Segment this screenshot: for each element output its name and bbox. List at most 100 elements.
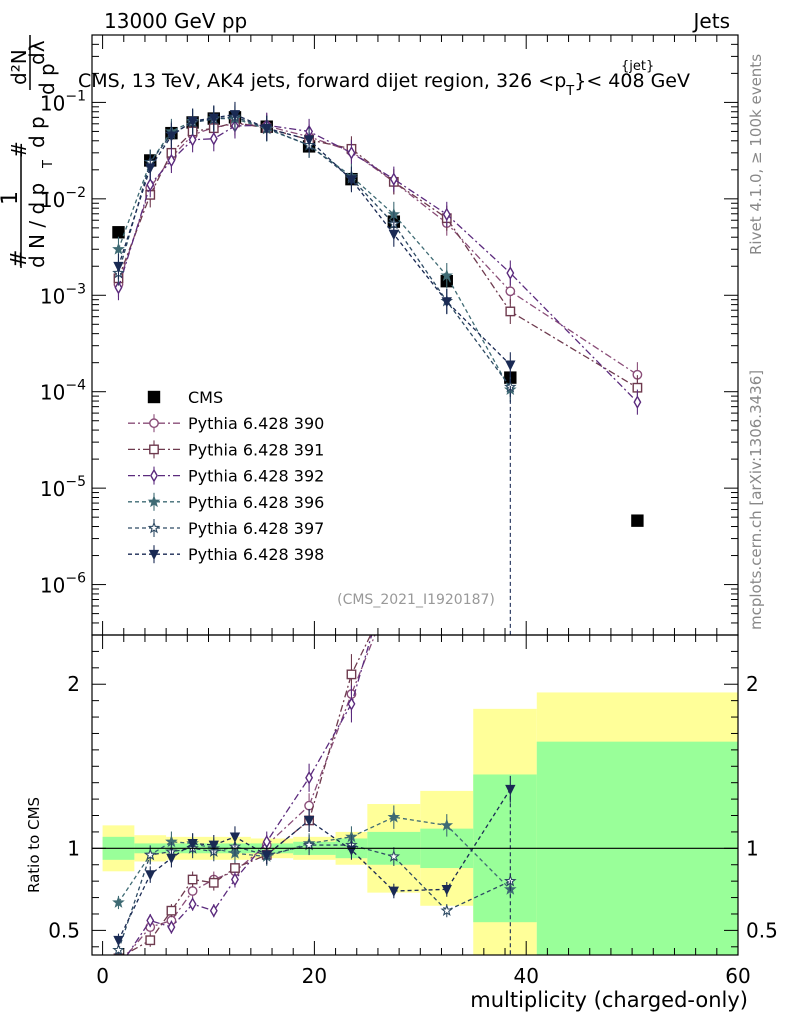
series-6-ratio-point-3-shape (187, 839, 198, 850)
series-4-ratio-point-9 (387, 810, 401, 823)
series-4-ratio-point-0 (112, 895, 125, 908)
series-3-main-line (117, 124, 638, 403)
plot-title-tail: }< 408 GeV (574, 70, 690, 92)
series-6-point-2-shape (166, 131, 177, 142)
series-4-ratio-line (117, 816, 511, 903)
y-tick-exp-1: −5 (65, 474, 86, 490)
series-2-ratio-point-2 (166, 905, 177, 916)
series-6-point-7 (303, 135, 315, 146)
series-4-main-line (117, 117, 511, 390)
y-label-one: 1 (0, 191, 23, 205)
legend-marker-5 (147, 521, 161, 534)
series-4-point-0 (112, 242, 125, 255)
series-5-ratio-point-9 (387, 849, 401, 862)
y-label-hash: # (7, 250, 32, 268)
series-3-ratio-point-4-shape (209, 903, 218, 918)
y-label-dpdl: d p (35, 63, 59, 95)
legend-entry-0: CMS (147, 388, 223, 407)
series-0-point-0 (112, 226, 125, 239)
series-3-point-1 (146, 177, 155, 192)
series-3-ratio-point-4 (209, 903, 218, 918)
series-2-ratio-point-11-shape (506, 204, 514, 212)
y-tick-base-0: 10 (40, 574, 65, 598)
series-6-ratio-point-7 (303, 816, 315, 827)
series-6-point-5-shape (229, 110, 241, 121)
series-2-ratio-point-1 (145, 935, 156, 946)
series-5-ratio-point-10 (440, 904, 454, 917)
series-6-ratio-point-10 (441, 884, 452, 896)
series-3-point-12-shape (633, 395, 642, 409)
series-6-ratio-point-9 (388, 886, 399, 897)
series-6-point-9-shape (388, 229, 399, 241)
series-3-ratio-point-9 (391, 554, 397, 565)
legend-marker-5-shape (147, 521, 161, 534)
y-label-dN: d N / d p (25, 183, 49, 268)
series-3-point-12 (633, 395, 642, 409)
series-2-ratio-point-5 (230, 863, 240, 873)
legend-marker-3-shape (150, 468, 158, 483)
rivet-version-note: Rivet 4.1.0, ≥ 100k events (747, 54, 765, 255)
series-6-point-2 (166, 131, 177, 142)
legend-label-4: Pythia 6.428 396 (188, 493, 324, 512)
series-3-point-2 (167, 153, 176, 168)
y-label-hash2: # (7, 141, 31, 158)
series-4-ratio-point-10 (440, 818, 454, 831)
series-2-ratio-point-4-shape (208, 877, 219, 888)
series-3-ratio-point-9-shape (391, 554, 397, 565)
y-tick-exp-3: −3 (65, 281, 86, 297)
series-1-ratio-point-0 (114, 961, 122, 969)
series-6-point-0-shape (113, 261, 124, 273)
series-1-point-11-shape (505, 286, 516, 297)
y-tick-base-3: 10 (40, 284, 65, 308)
legend-entry-5: Pythia 6.428 397 (128, 519, 324, 538)
series-6-point-10-shape (441, 297, 452, 308)
ratio-tick-label-left-2: 2 (67, 672, 80, 696)
series-4-point-10 (440, 268, 454, 281)
series-2-main-line (117, 121, 638, 389)
series-2-ratio-point-9-shape (390, 583, 398, 591)
ratio-tick-label-right-2: 2 (746, 672, 759, 696)
series-3-ratio-point-0 (115, 963, 121, 974)
legend: CMS Pythia 6.428 390 Pythia 6.428 391 Pythi… (128, 388, 324, 564)
series-6-ratio-point-2 (166, 853, 177, 865)
analysis-tag: (CMS_2021_I1920187) (337, 592, 495, 608)
plot-title-sub: T (565, 84, 574, 99)
series-2-ratio-point-1-shape (145, 935, 156, 946)
legend-entry-3: Pythia 6.428 392 (128, 466, 324, 486)
ratio-tick-label-right-1: 1 (746, 836, 759, 860)
series-6-ratio-point-6-shape (261, 850, 272, 861)
series-6-point-10 (441, 297, 452, 308)
y-tick-label-5: 10−1 (40, 88, 86, 115)
series-5-ratio-point-0-shape (112, 943, 125, 955)
series-3-ratio-point-0-shape (115, 963, 121, 974)
series-4-point-10-shape (440, 268, 454, 281)
ratio-tick-label-left-1: 1 (67, 836, 80, 860)
series-3-ratio-point-8-shape (347, 697, 356, 711)
series-3-ratio-point-8 (347, 697, 356, 711)
legend-marker-3 (150, 468, 158, 483)
series-6-ratio-point-3 (187, 839, 198, 850)
series-6-ratio-point-10-shape (441, 884, 452, 896)
series-5-ratio-point-1-shape (143, 848, 157, 861)
series-3-point-0 (114, 280, 123, 295)
y-tick-label-3: 10−3 (40, 281, 86, 308)
x-tick-label-1: 20 (302, 964, 327, 988)
legend-label-5: Pythia 6.428 397 (188, 519, 324, 538)
legend-marker-0 (147, 390, 161, 404)
legend-label-0: CMS (188, 388, 223, 407)
y-tick-exp-4: −2 (65, 185, 86, 201)
y-tick-label-1: 10−5 (40, 474, 86, 501)
series-4-ratio-point-10-shape (440, 818, 454, 831)
y-tick-exp-5: −1 (65, 88, 86, 104)
plot-title: CMS, 13 TeV, AK4 jets, forward dijet reg… (78, 70, 690, 99)
series-6-point-4-shape (208, 113, 219, 124)
y-tick-label-4: 10−2 (40, 185, 86, 212)
series-1-ratio-point-9-shape (390, 583, 398, 591)
header-energy: 13000 GeV pp (104, 9, 247, 33)
series-5-ratio-point-9-shape (387, 849, 401, 862)
y-label-dl: dλ (25, 40, 49, 65)
series-2-ratio-point-8 (346, 669, 357, 680)
series-6-point-0 (113, 261, 124, 273)
series-1-ratio-point-3 (187, 886, 198, 896)
